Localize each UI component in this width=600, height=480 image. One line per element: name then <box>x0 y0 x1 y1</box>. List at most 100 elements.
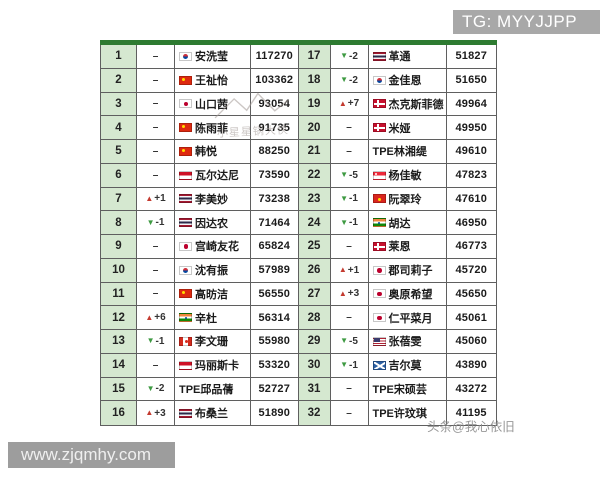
ranking-row: 28 – 仁平菜月 45061 <box>298 306 497 329</box>
flag-jpn-icon <box>372 289 386 299</box>
player-name-cell: 高昉洁 <box>175 282 251 306</box>
rank-cell: 27 <box>298 282 331 306</box>
flag-kor-icon <box>372 75 386 85</box>
flag-ina-icon <box>179 360 192 370</box>
flag-chn-icon <box>179 123 192 133</box>
rank-cell: 17 <box>298 45 331 68</box>
points-cell: 88250 <box>251 140 299 163</box>
player-name-cell: 张蓓雯 <box>369 330 447 353</box>
player-name-cell: 山口茜 <box>175 92 251 116</box>
table-row: 11 – 高昉洁 56550 27 ▲ +3 奥原希望 45650 <box>101 282 497 307</box>
rank-cell: 7 <box>101 187 137 211</box>
ranking-row: 6 – 瓦尔达尼 73590 <box>101 163 299 187</box>
player-name-cell: 宫崎友花 <box>175 235 251 258</box>
rank-cell: 20 <box>298 116 331 139</box>
player-name-cell: 布桑兰 <box>175 401 251 425</box>
ranking-row: 12 ▲ +6 辛杜 56314 <box>101 306 299 329</box>
rank-change-cell: – <box>137 140 175 163</box>
points-cell: 53320 <box>251 353 299 377</box>
player-name-cell: 莱恩 <box>369 235 447 258</box>
ranking-row: 14 – 玛丽斯卡 53320 <box>101 353 299 377</box>
rank-cell: 10 <box>101 258 137 282</box>
ranking-row: 17 ▼ -2 革通 51827 <box>298 45 497 68</box>
toutiao-watermark: 头条@我心依旧 <box>427 420 515 434</box>
ranking-row: 27 ▲ +3 奥原希望 45650 <box>298 282 497 306</box>
rank-change-cell: ▼ -5 <box>331 330 369 353</box>
rank-change-cell: – <box>137 282 175 306</box>
rank-change-cell: – <box>137 258 175 282</box>
rank-cell: 13 <box>101 330 137 353</box>
player-name-cell: 吉尔莫 <box>369 353 447 377</box>
points-cell: 71464 <box>251 211 299 234</box>
rank-change-cell: ▼ -1 <box>137 211 175 234</box>
rank-cell: 6 <box>101 163 137 187</box>
ranking-row: 16 ▲ +3 布桑兰 51890 <box>101 401 299 425</box>
ranking-row: 30 ▼ -1 吉尔莫 43890 <box>298 353 497 377</box>
rank-change-cell: – <box>331 235 369 258</box>
rank-cell: 28 <box>298 306 331 329</box>
player-name-cell: 韩悦 <box>175 140 251 163</box>
rank-down-icon: ▼ <box>146 336 155 346</box>
ranking-row: 10 – 沈有振 57989 <box>101 258 299 282</box>
flag-jpn-icon <box>372 265 386 275</box>
points-cell: 103362 <box>251 68 299 92</box>
table-row: 7 ▲ +1 李美妙 73238 23 ▼ -1 阮翠玲 47610 <box>101 187 497 212</box>
flag-tha-icon <box>179 408 192 418</box>
rank-change-cell: ▲ +3 <box>137 401 175 425</box>
flag-can-icon <box>179 336 192 346</box>
rank-cell: 14 <box>101 353 137 377</box>
points-cell: 73590 <box>251 163 299 187</box>
points-cell: 45720 <box>455 264 488 277</box>
table-body: 1 – 安洗莹 117270 17 ▼ -2 革通 51827 2 – 王祉怡 1… <box>101 45 496 425</box>
player-name-cell: TPE宋硕芸 <box>369 377 447 401</box>
rank-up-icon: ▲ <box>145 408 154 418</box>
rank-down-icon: ▼ <box>340 51 348 61</box>
rank-down-icon: ▼ <box>340 170 348 180</box>
rank-down-icon: ▼ <box>146 217 155 227</box>
table-row: 6 – 瓦尔达尼 73590 22 ▼ -5 杨佳敏 47823 <box>101 163 496 188</box>
table-row: 12 ▲ +6 辛杜 56314 28 – 仁平菜月 45061 <box>101 306 496 330</box>
rank-up-icon: ▲ <box>338 98 347 108</box>
ranking-row: 9 – 宫崎友花 65824 <box>101 235 299 258</box>
rank-change-cell: – <box>331 140 369 163</box>
flag-sco-icon <box>372 360 386 370</box>
ranking-row: 24 ▼ -1 胡达 46950 <box>298 211 497 234</box>
flag-tha-icon <box>179 218 192 228</box>
rank-cell: 16 <box>101 401 137 425</box>
points-cell: 47823 <box>455 169 488 182</box>
rank-down-icon: ▼ <box>340 193 348 203</box>
rank-cell: 29 <box>298 330 331 353</box>
rank-change-cell: – <box>331 401 369 425</box>
points-cell: 55980 <box>251 330 299 353</box>
player-name-cell: 金佳恩 <box>369 68 447 92</box>
ranking-row: 13 ▼ -1 李文珊 55980 <box>101 330 299 353</box>
ranking-row: 29 ▼ -5 张蓓雯 45060 <box>298 330 497 353</box>
rank-cell: 24 <box>298 211 331 234</box>
points-cell: 73238 <box>251 187 299 211</box>
flag-sgp-icon <box>372 170 386 180</box>
rank-change-cell: ▲ +6 <box>137 306 175 329</box>
rank-down-icon: ▼ <box>340 360 348 370</box>
player-name-cell: 仁平菜月 <box>369 306 447 329</box>
flag-jpn-icon <box>179 99 192 109</box>
table-row: 1 – 安洗莹 117270 17 ▼ -2 革通 51827 <box>101 45 496 69</box>
ranking-row: 18 ▼ -2 金佳恩 51650 <box>298 68 497 92</box>
rank-cell: 30 <box>298 353 331 377</box>
flag-tha-icon <box>372 51 386 61</box>
rank-change-cell: ▲ +1 <box>137 187 175 211</box>
ranking-row: 23 ▼ -1 阮翠玲 47610 <box>298 187 497 211</box>
flag-ind-icon <box>372 218 386 228</box>
flag-usa-icon <box>372 336 386 346</box>
flag-tha-icon <box>179 194 192 204</box>
flag-ind-icon <box>179 313 192 323</box>
rank-up-icon: ▲ <box>338 288 347 298</box>
flag-chn-icon <box>179 289 192 299</box>
player-name-cell: 辛杜 <box>175 306 251 329</box>
rank-change-cell: – <box>137 68 175 92</box>
flag-kor-icon <box>179 265 192 275</box>
flag-chn-icon <box>179 75 192 85</box>
rank-change-cell: ▼ -1 <box>331 211 369 234</box>
rank-up-icon: ▲ <box>145 312 154 322</box>
rank-down-icon: ▼ <box>146 383 155 393</box>
table-row: 14 – 玛丽斯卡 53320 30 ▼ -1 吉尔莫 43890 <box>101 353 497 378</box>
